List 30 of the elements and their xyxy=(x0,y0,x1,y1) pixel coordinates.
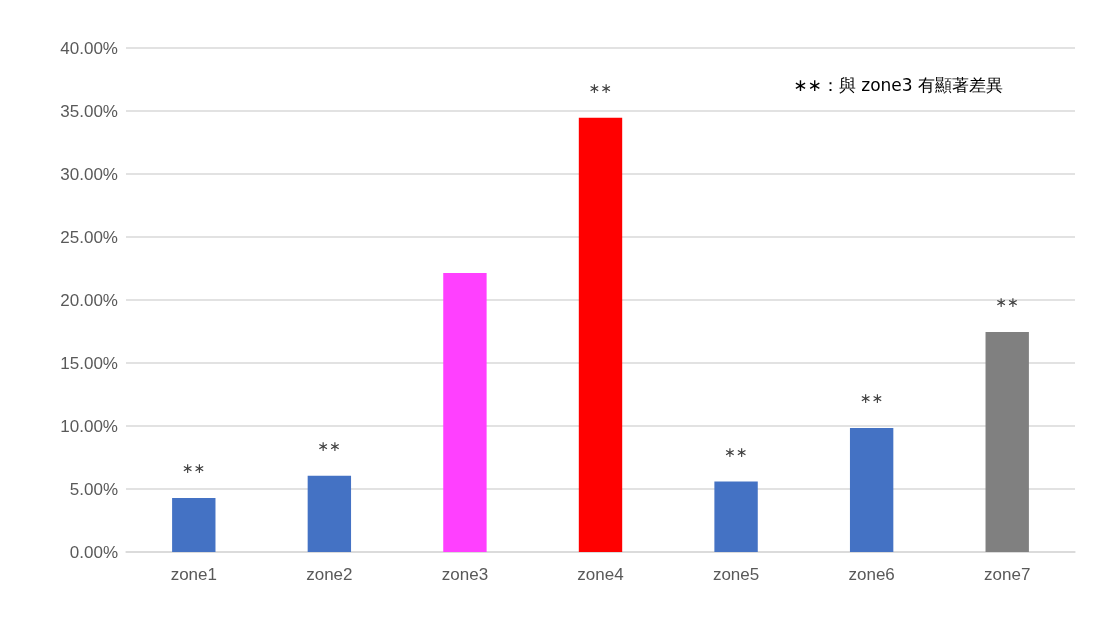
bar xyxy=(985,332,1029,552)
x-tick-label: zone5 xyxy=(712,565,760,584)
bar xyxy=(578,117,623,552)
x-tick-label: zone4 xyxy=(577,565,624,584)
annotation: ∗∗ xyxy=(995,294,1019,310)
annotation: ∗∗ xyxy=(724,443,748,460)
bar xyxy=(172,498,216,552)
y-tick-label: 15.00% xyxy=(60,353,118,373)
bar xyxy=(714,481,758,552)
annotation: ∗∗：與 zone3 有顯著差異 xyxy=(793,74,1003,95)
annotation: ∗∗ xyxy=(182,460,206,477)
x-tick-label: zone2 xyxy=(306,565,353,584)
bar xyxy=(849,427,894,552)
annotation: ∗∗ xyxy=(859,389,884,406)
y-tick-label: 40.00% xyxy=(60,38,118,58)
y-tick-label: 35.00% xyxy=(60,101,118,121)
y-tick-label: 5.00% xyxy=(69,479,118,499)
annotation: ∗∗ xyxy=(317,437,342,454)
y-tick-label: 30.00% xyxy=(60,164,118,184)
x-tick-label: zone1 xyxy=(170,565,217,584)
annotation: ∗∗ xyxy=(588,79,613,96)
y-tick-label: 25.00% xyxy=(60,227,118,247)
y-tick-label: 0.00% xyxy=(69,542,118,562)
y-tick-label: 10.00% xyxy=(60,416,118,436)
bar xyxy=(307,475,352,552)
x-tick-label: zone7 xyxy=(984,565,1031,584)
bar xyxy=(443,272,487,552)
x-tick-label: zone6 xyxy=(848,565,895,584)
x-tick-label: zone3 xyxy=(441,565,489,584)
y-tick-label: 20.00% xyxy=(60,290,118,310)
